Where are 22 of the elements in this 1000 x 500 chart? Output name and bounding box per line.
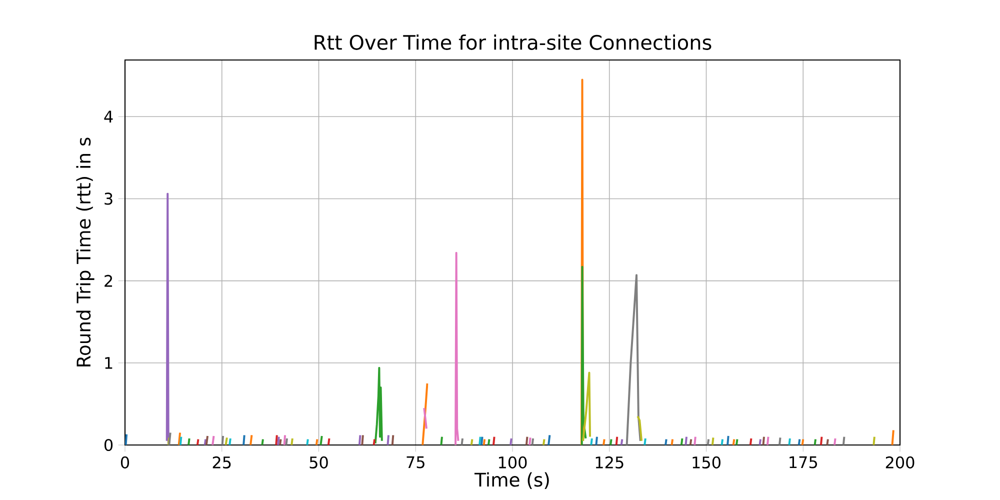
x-tick-label: 100 (498, 456, 527, 468)
chart-title: Rtt Over Time for intra-site Connections (314, 34, 712, 50)
y-tick-label: 2 (104, 274, 112, 287)
line-series (374, 366, 383, 444)
y-tick-label: 1 (105, 357, 112, 369)
y-tick-label: 4 (104, 110, 113, 122)
x-tick-label: 75 (406, 456, 424, 468)
x-tick-label: 0 (120, 456, 130, 468)
x-tick-label: 25 (212, 456, 231, 468)
line-series (626, 274, 642, 445)
x-tick-label: 50 (310, 456, 328, 468)
x-tick-label: 175 (790, 456, 817, 468)
y-tick-label: 0 (104, 438, 113, 452)
x-tick-label: 125 (596, 456, 624, 468)
y-tick-label: 3 (104, 192, 112, 205)
y-axis-title: Round Trip Time (rtt) in s (76, 138, 94, 366)
x-tick-label: 200 (886, 456, 914, 468)
line-series (580, 266, 587, 445)
x-tick-label: 150 (692, 456, 720, 468)
line-series (454, 252, 460, 445)
line-series (582, 372, 592, 442)
x-axis-title: Time (s) (474, 472, 549, 489)
